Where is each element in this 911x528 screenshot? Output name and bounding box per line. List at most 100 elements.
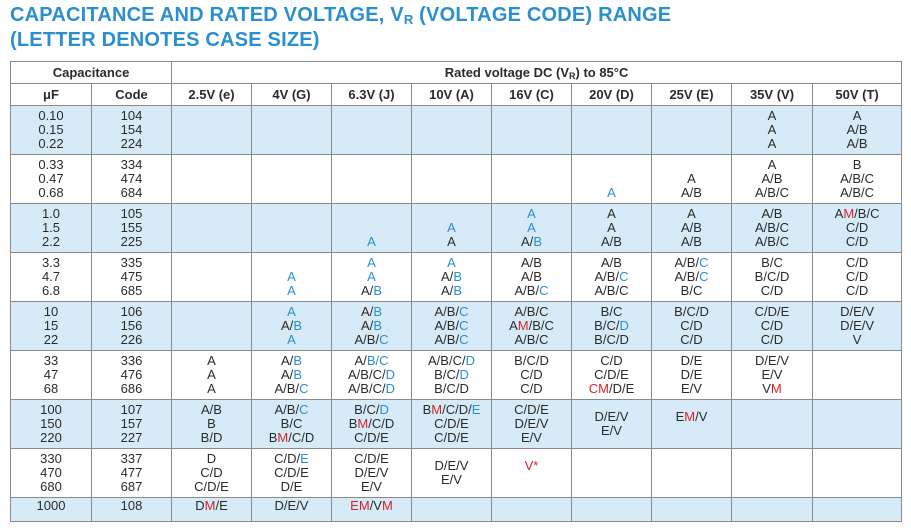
case-size-cell: A/B/C A/B/C B/C [651, 252, 732, 302]
case-size-cell [411, 497, 492, 522]
capacitance-uf-cell: 0.33 0.47 0.68 [10, 154, 92, 204]
case-size-cell: AM/B/C C/D C/D [811, 203, 903, 253]
voltage-header-6v3: 6.3V (J) [331, 83, 412, 106]
case-size-cell: V* [491, 448, 572, 498]
case-size-cell: DM/E [171, 497, 252, 522]
capacitance-code-cell: 108 [91, 497, 172, 522]
case-size-cell: D/E/V E/V [411, 448, 492, 498]
voltage-header-25v: 25V (E) [651, 83, 732, 106]
case-size-cell: A/B/C AM/B/C A/B/C [491, 301, 572, 351]
case-size-cell [731, 399, 813, 449]
capacitance-uf-cell: 330 470 680 [10, 448, 92, 498]
rated-voltage-prefix: Rated voltage DC (V [444, 65, 569, 80]
case-size-cell: C/D C/D C/D [811, 252, 903, 302]
rated-voltage-header: Rated voltage DC (VR) to 85°C [170, 61, 903, 84]
case-size-cell: A A [411, 203, 492, 253]
capacitance-code-cell: 104 154 224 [91, 105, 172, 155]
case-size-cell: D/E/V D/E/V V [811, 301, 903, 351]
case-size-cell [811, 497, 903, 522]
case-size-cell: D/E/V E/V VM [731, 350, 813, 400]
title-line1-suffix: (VOLTAGE CODE) RANGE [413, 4, 672, 26]
case-size-cell [811, 448, 903, 498]
case-size-cell: A/B A/B/C A/B/C [571, 252, 652, 302]
case-size-cell [811, 350, 903, 400]
case-size-cell [411, 154, 492, 204]
voltage-header-2v5: 2.5V (e) [171, 83, 252, 106]
table-row: 33 47 68 336 476 686 A A A A/B A/B A/B/C A/B… [10, 350, 903, 400]
case-size-cell: A A/B [651, 154, 732, 204]
table-row: 100 150 220 107 157 227 A/B B B/D A/B/C B/C… [10, 399, 903, 449]
case-size-cell: C/D/E C/D/E D/E [251, 448, 332, 498]
case-size-cell: A A A/B [571, 203, 652, 253]
capacitance-voltage-table: Capacitance Rated voltage DC (VR) to 85°… [10, 61, 903, 522]
capacitance-code-cell: 107 157 227 [91, 399, 172, 449]
case-size-cell [171, 252, 252, 302]
capacitance-code-cell: 335 475 685 [91, 252, 172, 302]
case-size-cell: A/B B B/D [171, 399, 252, 449]
case-size-cell: A A A [731, 105, 813, 155]
case-size-cell: A [571, 154, 652, 204]
case-size-cell: A A A/B [331, 252, 412, 302]
case-size-cell [491, 497, 572, 522]
table-row: 1000 108 DM/E D/E/V EM/VM [10, 497, 903, 522]
case-size-cell [171, 105, 252, 155]
case-size-cell: C/D/E D/E/V E/V [491, 399, 572, 449]
case-size-cell: D C/D C/D/E [171, 448, 252, 498]
capacitance-header: Capacitance [10, 61, 172, 84]
case-size-cell [571, 105, 652, 155]
case-size-cell: A [331, 203, 412, 253]
case-size-cell: B/C B/C/D C/D [731, 252, 813, 302]
capacitance-code-cell: 334 474 684 [91, 154, 172, 204]
capacitance-code-cell: 105 155 225 [91, 203, 172, 253]
case-size-cell: B/C/D C/D C/D [651, 301, 732, 351]
case-size-cell [731, 448, 813, 498]
case-size-cell [251, 105, 332, 155]
case-size-cell: B/C/D C/D C/D [491, 350, 572, 400]
case-size-cell [571, 497, 652, 522]
case-size-cell: A A A [171, 350, 252, 400]
title-line1-prefix: CAPACITANCE AND RATED VOLTAGE, V [10, 4, 404, 26]
case-size-cell: A A/B A [251, 301, 332, 351]
case-size-cell: A A/B A/B [811, 105, 903, 155]
table-row: 0.33 0.47 0.68 334 474 684 A A A/B A A/B A… [10, 154, 903, 204]
page-title: CAPACITANCE AND RATED VOLTAGE, VR (VOLTA… [10, 3, 671, 53]
case-size-cell [251, 154, 332, 204]
case-size-cell: B A/B/C A/B/C [811, 154, 903, 204]
case-size-cell [571, 448, 652, 498]
title-subscript: R [403, 12, 414, 27]
case-size-cell: A A A/B [491, 203, 572, 253]
case-size-cell: A/B/C/D B/C/D B/C/D [411, 350, 492, 400]
case-size-cell: A/B/C B/C BM/C/D [251, 399, 332, 449]
case-size-cell: EM/V [651, 399, 732, 449]
rated-voltage-suffix: ) to 85°C [575, 65, 629, 80]
voltage-header-20v: 20V (D) [571, 83, 652, 106]
case-size-cell: D/E/V [251, 497, 332, 522]
case-size-cell: A A/B A/B [651, 203, 732, 253]
capacitance-uf-cell: 3.3 4.7 6.8 [10, 252, 92, 302]
case-size-cell [491, 105, 572, 155]
case-size-cell: C/D/E C/D C/D [731, 301, 813, 351]
title-line2: (LETTER DENOTES CASE SIZE) [10, 29, 320, 51]
case-size-cell: A/B A/B A/B/C [331, 301, 412, 351]
uf-header: μF [10, 83, 92, 106]
case-size-cell [171, 301, 252, 351]
table-header: Capacitance Rated voltage DC (VR) to 85°… [10, 61, 903, 106]
case-size-cell: EM/VM [331, 497, 412, 522]
case-size-cell: A/B/C A/B/C/D A/B/C/D [331, 350, 412, 400]
case-size-cell: C/D/E D/E/V E/V [331, 448, 412, 498]
case-size-cell: A/B/C A/B/C A/B/C [411, 301, 492, 351]
case-size-cell [411, 105, 492, 155]
case-size-cell: B/C/D BM/C/D C/D/E [331, 399, 412, 449]
case-size-cell [171, 203, 252, 253]
capacitance-uf-cell: 0.10 0.15 0.22 [10, 105, 92, 155]
code-header: Code [91, 83, 172, 106]
capacitance-uf-cell: 100 150 220 [10, 399, 92, 449]
case-size-cell: C/D C/D/E CM/D/E [571, 350, 652, 400]
case-size-cell: BM/C/D/E C/D/E C/D/E [411, 399, 492, 449]
case-size-cell [651, 105, 732, 155]
case-size-cell [331, 105, 412, 155]
